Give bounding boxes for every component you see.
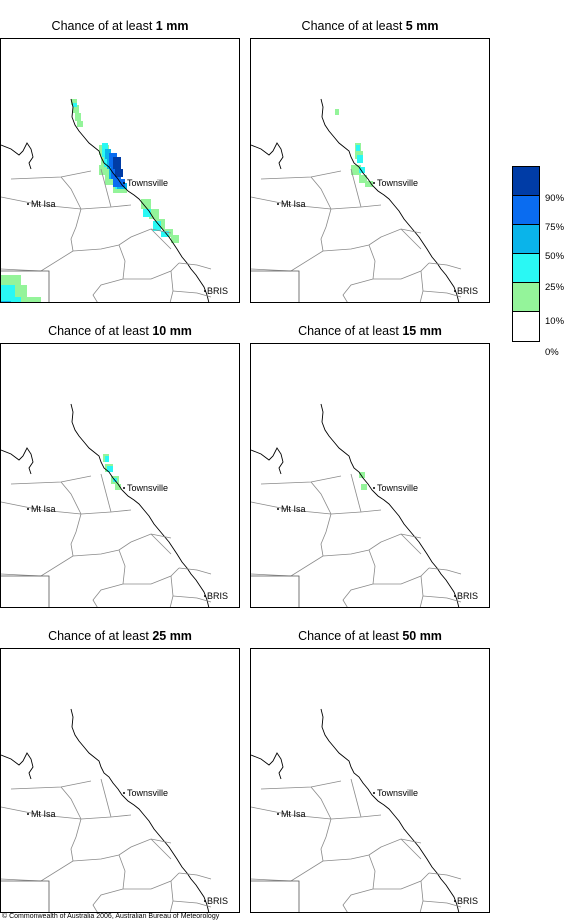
- legend-swatch-90: [512, 166, 540, 195]
- queensland-map-svg: Townsville Mt Isa BRIS: [1, 708, 228, 912]
- probability-legend: 90% 75% 50% 25% 10% 0%: [512, 166, 570, 358]
- panel-title: Chance of at least 50 mm: [250, 628, 490, 644]
- label-brisbane: BRIS: [457, 591, 478, 601]
- place-markers: [27, 792, 206, 902]
- label-townsville: Townsville: [377, 788, 418, 798]
- legend-swatch-75: [512, 195, 540, 224]
- panel-title: Chance of at least 1 mm: [0, 18, 240, 34]
- coastline: [251, 708, 460, 912]
- panel-title-value: 5 mm: [405, 19, 439, 33]
- probability-overlay: [359, 472, 367, 490]
- panel-title: Chance of at least 15 mm: [250, 323, 490, 339]
- panel-title-prefix: Chance of at least: [48, 324, 153, 338]
- panel-title-prefix: Chance of at least: [48, 629, 153, 643]
- legend-swatch-10: [512, 282, 540, 311]
- queensland-map-svg: Townsville Mt Isa BRIS: [1, 403, 228, 607]
- rainfall-probability-map: Townsville Mt Isa BRIS: [250, 38, 490, 303]
- rainfall-probability-map: Townsville Mt Isa BRIS: [250, 343, 490, 608]
- legend-swatch-0: [512, 311, 540, 342]
- panel-title: Chance of at least 10 mm: [0, 323, 240, 339]
- legend-swatch-50: [512, 224, 540, 253]
- label-mt-isa: Mt Isa: [31, 199, 56, 209]
- panel-title: Chance of at least 25 mm: [0, 628, 240, 644]
- coastline: [1, 708, 210, 912]
- label-townsville: Townsville: [127, 483, 168, 493]
- label-brisbane: BRIS: [207, 591, 228, 601]
- panel-title-value: 15 mm: [402, 324, 442, 338]
- label-townsville: Townsville: [377, 483, 418, 493]
- probability-overlay: [1, 99, 179, 302]
- panel-title-prefix: Chance of at least: [298, 629, 403, 643]
- queensland-map-svg: Townsville Mt Isa BRIS: [251, 98, 478, 302]
- district-boundaries: [251, 473, 462, 607]
- label-brisbane: BRIS: [457, 896, 478, 906]
- panel-title-value: 25 mm: [152, 629, 192, 643]
- legend-label-90: 90%: [545, 193, 565, 204]
- label-mt-isa: Mt Isa: [281, 504, 306, 514]
- place-markers: [27, 487, 206, 597]
- panel-title-prefix: Chance of at least: [298, 324, 403, 338]
- place-markers: [277, 182, 456, 292]
- coastline: [1, 98, 210, 302]
- label-brisbane: BRIS: [457, 286, 478, 296]
- label-mt-isa: Mt Isa: [281, 809, 306, 819]
- label-mt-isa: Mt Isa: [31, 504, 56, 514]
- district-boundaries: [1, 168, 212, 302]
- rainfall-probability-map: Townsville Mt Isa BRIS: [0, 648, 240, 913]
- panel-title-value: 50 mm: [402, 629, 442, 643]
- panel-title: Chance of at least 5 mm: [250, 18, 490, 34]
- label-brisbane: BRIS: [207, 896, 228, 906]
- legend-label-25: 25%: [545, 282, 565, 293]
- legend-label-10: 10%: [545, 316, 565, 327]
- district-boundaries: [251, 778, 462, 912]
- panel-title-value: 1 mm: [155, 19, 189, 33]
- coastline: [1, 403, 210, 607]
- rainfall-probability-map: Townsville Mt Isa BRIS: [0, 38, 240, 303]
- rainfall-probability-map: Townsville Mt Isa BRIS: [250, 648, 490, 913]
- label-townsville: Townsville: [377, 178, 418, 188]
- panel-title-prefix: Chance of at least: [51, 19, 156, 33]
- coastline: [251, 403, 460, 607]
- coastline: [251, 98, 460, 302]
- district-boundaries: [1, 778, 212, 912]
- district-boundaries: [1, 473, 212, 607]
- legend-label-0: 0%: [545, 347, 559, 358]
- district-boundaries: [251, 168, 462, 302]
- copyright-notice: © Commonwealth of Australia 2006, Austra…: [2, 913, 220, 920]
- legend-label-50: 50%: [545, 251, 565, 262]
- queensland-map-svg: Townsville Mt Isa BRIS: [251, 708, 478, 912]
- place-markers: [277, 792, 456, 902]
- queensland-map-svg: Townsville Mt Isa BRIS: [251, 403, 478, 607]
- queensland-map-svg: Townsville Mt Isa BRIS: [1, 98, 228, 302]
- label-mt-isa: Mt Isa: [281, 199, 306, 209]
- legend-label-75: 75%: [545, 222, 565, 233]
- label-mt-isa: Mt Isa: [31, 809, 56, 819]
- probability-overlay: [335, 109, 373, 187]
- panel-title-prefix: Chance of at least: [301, 19, 406, 33]
- rainfall-probability-map: Townsville Mt Isa BRIS: [0, 343, 240, 608]
- label-townsville: Townsville: [127, 788, 168, 798]
- panel-title-value: 10 mm: [152, 324, 192, 338]
- place-markers: [27, 182, 206, 292]
- label-townsville: Townsville: [127, 178, 168, 188]
- legend-swatch-25: [512, 253, 540, 282]
- place-markers: [277, 487, 456, 597]
- label-brisbane: BRIS: [207, 286, 228, 296]
